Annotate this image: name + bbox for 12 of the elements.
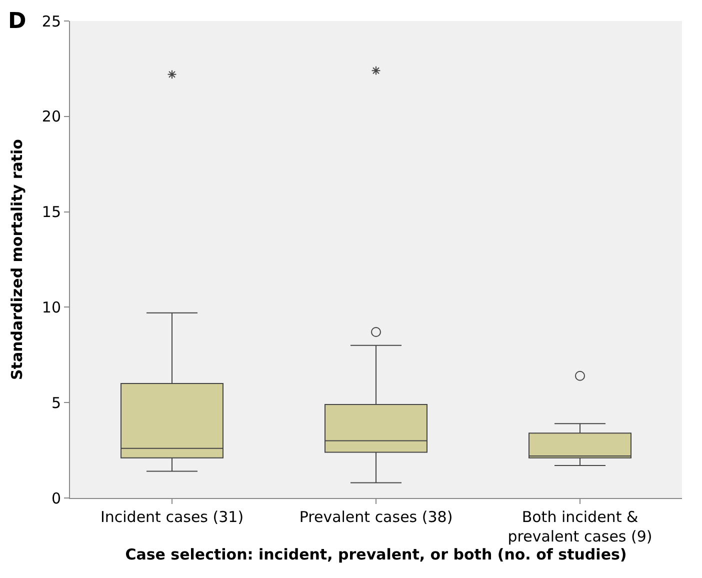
y-tick-label: 15	[42, 203, 61, 222]
y-tick-label: 20	[42, 108, 61, 126]
y-axis-title: Standardized mortality ratio	[8, 139, 26, 380]
x-tick-label: Both incident & prevalent cases (9)	[508, 508, 652, 546]
y-tick-label: 0	[51, 489, 61, 508]
x-tick-label: Prevalent cases (38)	[299, 508, 453, 526]
y-tick-label: 10	[42, 298, 61, 316]
y-tick-label: 5	[51, 394, 61, 412]
y-tick-label: 25	[42, 12, 61, 30]
x-tick-label: Incident cases (31)	[100, 508, 244, 526]
x-axis-title: Case selection: incident, prevalent, or both (no. of studies)	[125, 546, 627, 564]
chart-title: D	[8, 9, 26, 34]
